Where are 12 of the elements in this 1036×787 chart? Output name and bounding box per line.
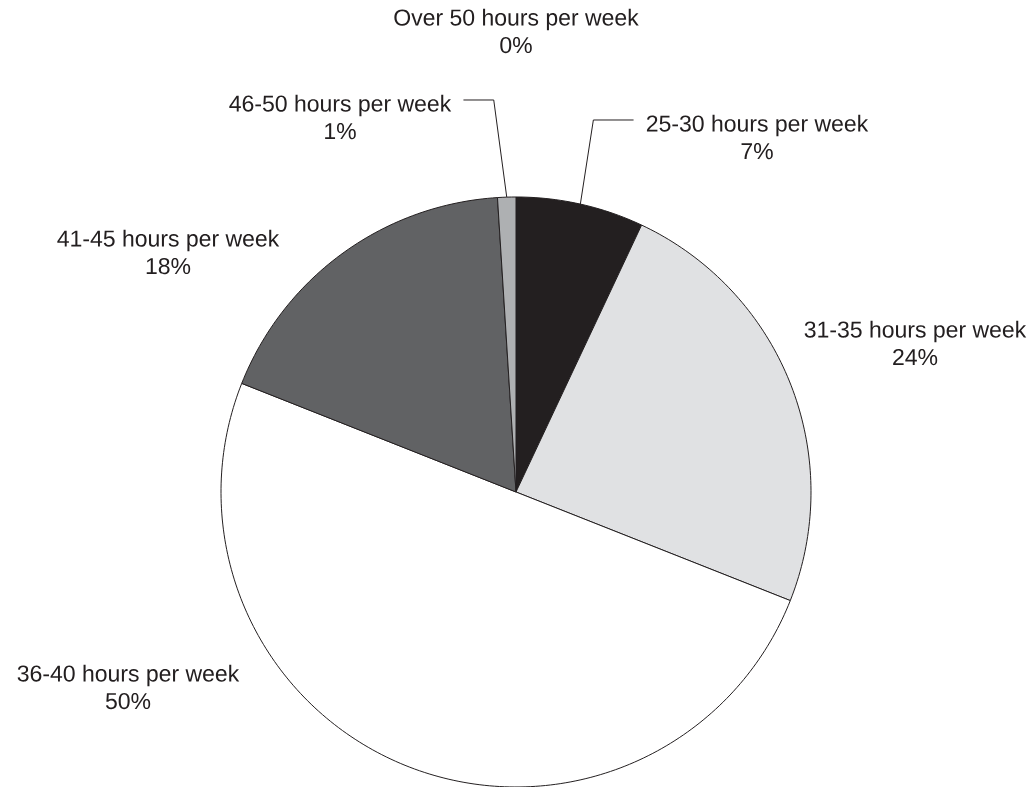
data-label: 50% xyxy=(105,692,151,710)
data-label: 1% xyxy=(325,123,356,140)
data-label: 24% xyxy=(893,348,938,366)
slice-label: 36-40 hours per week xyxy=(17,664,240,687)
data-label: 7% xyxy=(741,143,773,160)
category-label: Over 50 hours per week xyxy=(394,8,639,31)
data-label: 18% xyxy=(146,257,191,275)
text: 0% xyxy=(500,36,532,54)
slice-label: 31-35 hours per week xyxy=(804,320,1027,343)
slice-label: 41-45 hours per week xyxy=(57,229,280,252)
slice-label: 25-30 hours per week xyxy=(646,114,869,137)
slice-label: 46-50 hours per week xyxy=(229,94,452,117)
